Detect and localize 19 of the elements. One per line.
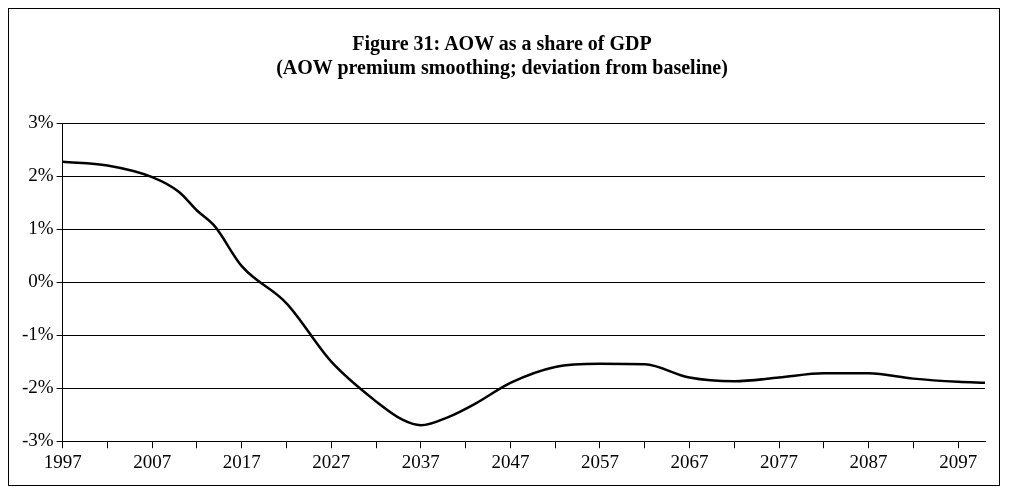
x-tick-label: 2067 [670,450,709,472]
y-tick-label: 0% [28,270,54,292]
x-tick-label: 2097 [939,450,978,472]
x-tick-label: 2037 [401,450,440,472]
x-tick-label: 2077 [760,450,799,472]
x-tick-label: 2027 [312,450,351,472]
y-tick-label: -2% [22,376,54,398]
y-tick-label: 1% [28,217,54,239]
y-tick-label: -3% [22,429,54,451]
chart-title: Figure 31: AOW as a share of GDP (AOW premium smoothing; deviation from baseline) [276,32,728,80]
x-tick-label: 2017 [222,450,261,472]
x-tick-label: 1997 [43,450,82,472]
y-tick-label: 3% [28,110,54,132]
y-tick-label: 2% [28,164,54,186]
x-tick-label: 2057 [580,450,619,472]
y-tick-label: -1% [22,323,54,345]
x-tick-label: 2047 [491,450,530,472]
x-tick-label: 2007 [133,450,172,472]
x-tick-label: 2087 [849,450,888,472]
